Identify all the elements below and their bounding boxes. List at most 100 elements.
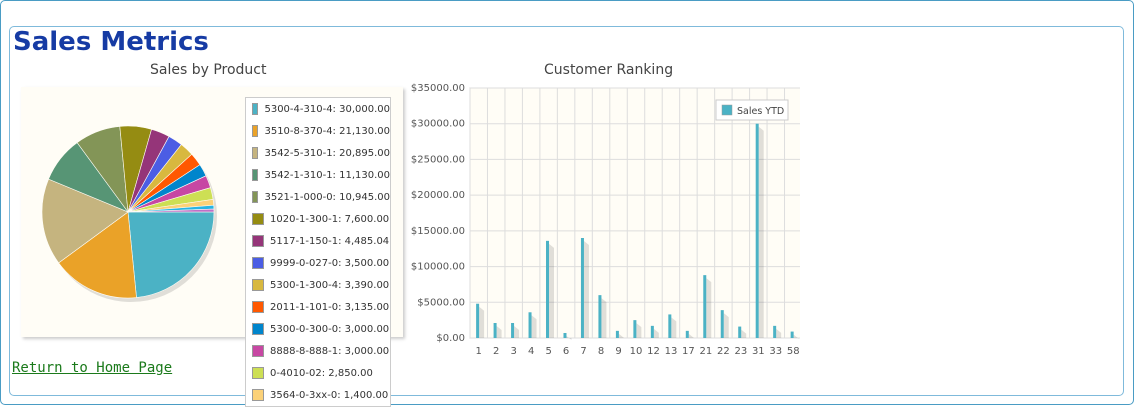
legend-label: 9999-0-027-0: 3,500.00 — [270, 257, 390, 269]
legend-swatch — [252, 323, 264, 335]
bar[interactable] — [703, 275, 707, 338]
bar[interactable] — [773, 325, 777, 338]
bar-shadow — [741, 329, 747, 338]
bar[interactable] — [668, 314, 672, 338]
bar-shadow — [479, 306, 485, 338]
legend-label: 3542-5-310-1: 20,895.00 — [264, 147, 390, 159]
bar-plot-area — [469, 87, 800, 339]
legend-swatch — [252, 169, 259, 181]
bar-shadow — [514, 326, 520, 338]
bar-legend-swatch — [721, 104, 733, 116]
x-tick-label: 13 — [665, 346, 678, 357]
y-tick-label: $25000.00 — [411, 154, 465, 165]
x-tick-label: 21 — [700, 346, 713, 357]
pie-legend-item: 3510-8-370-4: 21,130.00 — [246, 120, 390, 142]
x-tick-label: 3 — [510, 346, 516, 357]
pie-legend-item: 3564-0-3xx-0: 1,400.00 — [246, 384, 390, 406]
legend-label: 3510-8-370-4: 21,130.00 — [264, 125, 390, 137]
pie-chart-title: Sales by Product — [150, 62, 267, 78]
bar-shadow — [636, 323, 642, 338]
bar[interactable] — [598, 295, 602, 338]
bar-shadow — [549, 243, 555, 338]
pie-legend-item: 8888-8-888-1: 3,000.00 — [246, 340, 390, 362]
bar-shadow — [706, 278, 712, 338]
bar-shadow — [671, 317, 677, 338]
bar-shadow — [566, 336, 572, 340]
x-tick-label: 9 — [615, 346, 621, 357]
pie-legend-item: 5117-1-150-1: 4,485.04 — [246, 230, 390, 252]
bar-shadow — [496, 326, 502, 338]
legend-label: 1020-1-300-1: 7,600.00 — [270, 213, 390, 225]
bar-shadow — [583, 241, 589, 338]
bar[interactable] — [476, 303, 480, 338]
pie-slice[interactable] — [127, 208, 215, 213]
bar-legend: Sales YTD — [715, 99, 789, 121]
pie-slice[interactable] — [58, 211, 137, 299]
bar-shadow — [723, 313, 729, 338]
bar-shadow — [531, 315, 537, 338]
bar[interactable] — [528, 312, 532, 338]
pie-legend-item: 2011-1-101-0: 3,135.00 — [246, 296, 390, 318]
y-tick-label: $5000.00 — [417, 297, 465, 308]
bar-chart: $0.00 $5000.00 $10000.00 $15000.00 $20000.00… — [411, 83, 800, 357]
return-home-link[interactable]: Return to Home Page — [12, 360, 173, 376]
legend-label: 5117-1-150-1: 4,485.04 — [270, 235, 390, 247]
bar[interactable] — [720, 310, 724, 338]
pie-legend-item: 5300-0-300-0: 3,000.00 — [246, 318, 390, 340]
legend-label: 5300-4-310-4: 30,000.00 — [264, 103, 390, 115]
x-tick-label: 12 — [647, 346, 660, 357]
bar[interactable] — [738, 326, 742, 338]
x-tick-label: 17 — [682, 346, 695, 357]
legend-label: 2011-1-101-0: 3,135.00 — [270, 301, 390, 313]
bar[interactable] — [493, 323, 497, 338]
bar-legend-label: Sales YTD — [737, 106, 784, 117]
page-title: Sales Metrics — [13, 27, 209, 57]
bar[interactable] — [790, 331, 794, 338]
pie-legend-item: 3542-1-310-1: 11,130.00 — [246, 164, 390, 186]
legend-swatch — [252, 103, 259, 115]
legend-label: 8888-8-888-1: 3,000.00 — [270, 345, 390, 357]
bar-shadow — [793, 334, 799, 339]
legend-label: 5300-0-300-0: 3,000.00 — [270, 323, 390, 335]
pie-legend-item: 5300-1-300-4: 3,390.00 — [246, 274, 390, 296]
bar[interactable] — [511, 323, 515, 338]
y-tick-label: $0.00 — [436, 333, 465, 344]
x-tick-label: 23 — [734, 346, 747, 357]
legend-label: 0-4010-02: 2,850.00 — [270, 367, 373, 379]
x-tick-label: 8 — [598, 346, 604, 357]
x-tick-label: 31 — [752, 346, 765, 357]
y-tick-label: $10000.00 — [411, 262, 465, 273]
bar[interactable] — [615, 330, 619, 338]
bar-chart-title: Customer Ranking — [544, 62, 674, 78]
bar-shadow — [653, 328, 659, 338]
pie-chart — [41, 125, 217, 302]
x-tick-label: 58 — [787, 346, 800, 357]
x-tick-label: 7 — [580, 346, 586, 357]
bar[interactable] — [546, 240, 550, 338]
legend-swatch — [252, 191, 259, 203]
y-tick-label: $15000.00 — [411, 226, 465, 237]
pie-slice[interactable] — [127, 211, 215, 298]
bar[interactable] — [755, 123, 759, 338]
x-tick-label: 6 — [563, 346, 569, 357]
legend-swatch — [252, 125, 259, 137]
pie-legend-item: 5300-4-310-4: 30,000.00 — [246, 98, 390, 120]
bar[interactable] — [650, 325, 654, 338]
pie-legend-item: 1020-1-300-1: 7,600.00 — [246, 208, 390, 230]
x-tick-label: 33 — [769, 346, 782, 357]
legend-swatch — [252, 345, 264, 357]
legend-swatch — [252, 147, 259, 159]
bar[interactable] — [563, 333, 567, 338]
bar[interactable] — [685, 330, 689, 338]
legend-swatch — [252, 213, 264, 225]
pie-slice[interactable] — [41, 178, 129, 264]
y-tick-label: $35000.00 — [411, 83, 465, 94]
bar-shadow — [601, 298, 607, 338]
pie-legend-item: 0-4010-02: 2,850.00 — [246, 362, 390, 384]
bar[interactable] — [580, 238, 584, 338]
legend-label: 3564-0-3xx-0: 1,400.00 — [270, 389, 389, 401]
bar-legend-box — [715, 99, 789, 121]
bar[interactable] — [633, 320, 637, 338]
x-tick-label: 22 — [717, 346, 730, 357]
bar-shadow — [618, 333, 624, 338]
